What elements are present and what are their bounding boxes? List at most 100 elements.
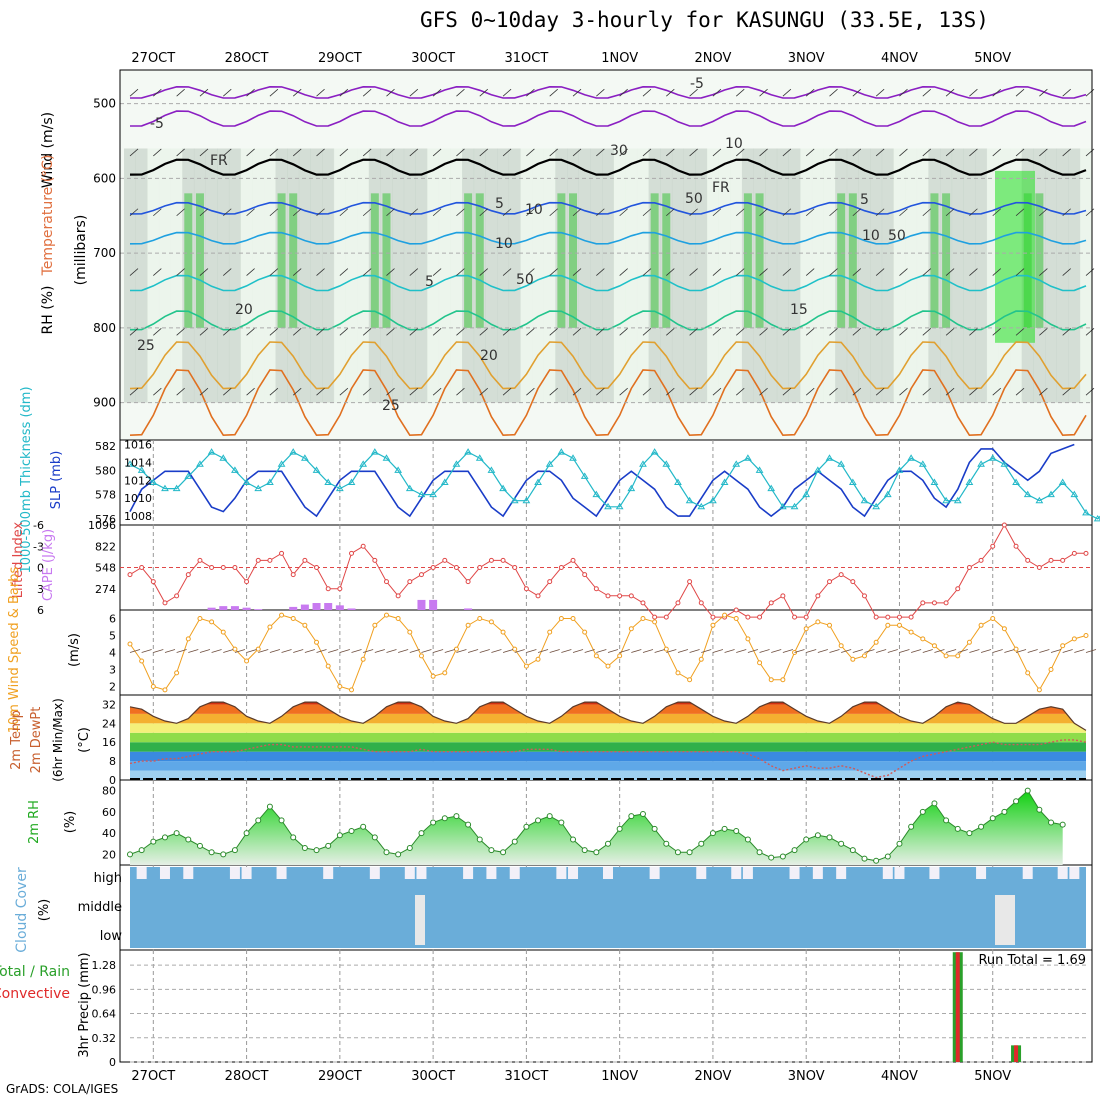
wind-barb: [572, 387, 582, 396]
wind-barb: [421, 649, 432, 653]
wind-barb: [572, 268, 582, 276]
wind-barb: [829, 148, 838, 157]
wind-barb: [153, 208, 162, 217]
wind-barb: [339, 148, 349, 157]
cloud-gap-high: [649, 867, 660, 879]
contour-label: 10: [725, 136, 743, 152]
cloud-gap-low: [415, 895, 425, 945]
wind-speed-point: [1013, 646, 1019, 652]
wind-barb: [945, 208, 955, 217]
lifted-index-point: [943, 600, 949, 606]
pressure-tick-label: 900: [93, 396, 116, 410]
lifted-index-point: [547, 579, 553, 585]
wind-barb: [129, 208, 139, 217]
rh-shade: [415, 148, 428, 403]
wind-speed-point: [220, 629, 226, 635]
wind-barb: [269, 88, 279, 97]
wind-barb: [969, 387, 978, 396]
wind-barb: [129, 148, 139, 157]
wind-barb: [992, 649, 1003, 653]
wind-barb: [456, 208, 465, 217]
wind-barb: [246, 208, 255, 217]
wind-barb: [689, 88, 698, 97]
wind-barb: [899, 268, 908, 276]
wind-speed-point: [150, 684, 156, 689]
thickness-marker: [440, 478, 449, 485]
thickness-marker: [1000, 460, 1009, 467]
rh-point: [978, 823, 985, 830]
wind-barb: [246, 328, 255, 336]
lifted-index-point: [162, 600, 168, 606]
cloud-gap-high: [1022, 867, 1033, 879]
temperature-contour: [129, 310, 1087, 331]
wind-barb: [362, 148, 372, 157]
wind-barb: [502, 649, 514, 653]
wind-speed-point: [512, 646, 518, 652]
lifted-index-point: [1013, 543, 1019, 549]
wind-speed-point: [1036, 687, 1042, 693]
date-label-top: 30OCT: [411, 51, 455, 66]
temperature-band: [130, 742, 1086, 752]
lifted-index-point: [279, 550, 285, 556]
wind-barb: [526, 387, 535, 396]
wind-barb: [269, 208, 279, 217]
wind-barb: [712, 268, 722, 276]
wind-barb: [479, 268, 489, 276]
thickness-marker: [126, 460, 134, 467]
date-label-bottom: 1NOV: [601, 1069, 638, 1084]
wind-speed-point: [1001, 626, 1007, 632]
wind-barb: [805, 148, 815, 157]
contour-label: 20: [480, 348, 498, 364]
lifted-index-point: [185, 572, 191, 578]
wind-barb: [735, 88, 745, 97]
rh-shade: [788, 148, 801, 403]
lifted-index-point: [430, 565, 436, 570]
rh-shade: [893, 148, 906, 403]
wind-barb: [502, 268, 512, 276]
wind-barb: [1062, 387, 1071, 396]
rh-point: [535, 817, 542, 824]
thickness-marker: [219, 454, 228, 461]
thickness-marker: [977, 460, 985, 467]
rh-point: [1059, 821, 1066, 828]
wind-barb: [1074, 649, 1085, 653]
wind-barb: [1062, 268, 1071, 276]
millibars-axis-label: (millibars): [73, 215, 89, 286]
wind-barb: [526, 328, 535, 336]
lifted-index-point: [675, 600, 681, 606]
thickness-marker: [685, 496, 694, 504]
lifted-index-point: [861, 593, 867, 599]
rh-point: [511, 838, 518, 845]
thickness-marker: [1058, 478, 1067, 485]
wind-barb: [316, 208, 325, 217]
rh-point: [663, 840, 670, 847]
lifted-index-point: [582, 572, 588, 578]
rh-point: [430, 819, 437, 826]
precip-conv-label: Convective: [0, 986, 70, 1002]
thickness-marker: [650, 448, 659, 455]
wind-barb: [386, 88, 395, 97]
upper-profile-panel: -5 -5 FR FR 5 5 10 10 5 15 20 20 25 25 30 50 10 50 50 10: [119, 69, 1095, 441]
temperature-line: [129, 701, 1087, 731]
wind-barb: [829, 328, 838, 336]
wind-barb: [153, 148, 162, 157]
thickness-marker: [499, 484, 507, 492]
lifted-index-point: [815, 593, 821, 599]
wind-barb: [596, 208, 605, 217]
lifted-index-point: [757, 614, 763, 620]
contour-label: 25: [382, 398, 400, 414]
contour-label: 20: [235, 302, 253, 318]
thickness-marker: [324, 478, 333, 485]
wind-speed-point: [873, 639, 879, 645]
wind-speed-point: [209, 619, 215, 625]
wind-barb: [269, 148, 279, 157]
rh-shade: [508, 148, 521, 403]
rh-point: [278, 817, 285, 824]
rh-point: [208, 849, 215, 856]
wind-barb: [829, 88, 838, 97]
wind-barb: [456, 387, 465, 396]
wind-barb: [316, 268, 325, 276]
wind-barb: [899, 208, 908, 217]
wind-barb: [852, 387, 862, 396]
wind-barb: [1085, 649, 1097, 653]
